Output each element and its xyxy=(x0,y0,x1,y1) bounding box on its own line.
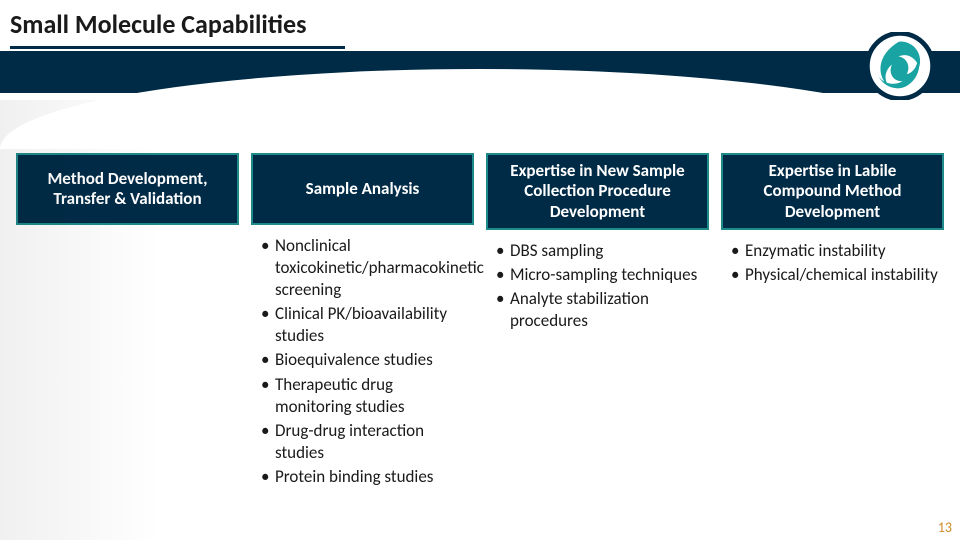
list-item: Enzymatic instability xyxy=(727,240,938,262)
header-swoosh xyxy=(0,51,960,93)
bullet-list: DBS sampling Micro-sampling techniques A… xyxy=(492,240,703,332)
column-sample-analysis: Sample Analysis Nonclinical toxicokineti… xyxy=(251,153,474,490)
column-header: Method Development, Transfer & Validatio… xyxy=(16,153,239,225)
list-item: Drug-drug interaction studies xyxy=(257,420,468,464)
company-logo-icon xyxy=(866,32,934,100)
list-item: Clinical PK/bioavailability studies xyxy=(257,303,468,347)
list-item: Bioequivalence studies xyxy=(257,349,468,371)
page-number: 13 xyxy=(938,519,952,536)
list-item: DBS sampling xyxy=(492,240,703,262)
list-item: Protein binding studies xyxy=(257,466,468,488)
column-sample-collection: Expertise in New Sample Collection Proce… xyxy=(486,153,709,490)
column-method-development: Method Development, Transfer & Validatio… xyxy=(16,153,239,490)
bullet-list: Nonclinical toxicokinetic/pharmacokineti… xyxy=(257,235,468,488)
list-item: Analyte stabilization procedures xyxy=(492,288,703,332)
columns-container: Method Development, Transfer & Validatio… xyxy=(0,93,960,490)
column-body: Enzymatic instability Physical/chemical … xyxy=(721,230,944,286)
column-body: DBS sampling Micro-sampling techniques A… xyxy=(486,230,709,332)
bullet-list: Enzymatic instability Physical/chemical … xyxy=(727,240,938,286)
column-labile-compound: Expertise in Labile Compound Method Deve… xyxy=(721,153,944,490)
column-header: Expertise in Labile Compound Method Deve… xyxy=(721,153,944,230)
page-title: Small Molecule Capabilities xyxy=(0,0,960,46)
column-body xyxy=(16,225,239,235)
title-underline xyxy=(10,46,345,49)
list-item: Nonclinical toxicokinetic/pharmacokineti… xyxy=(257,235,468,301)
column-header: Sample Analysis xyxy=(251,153,474,225)
list-item: Micro-sampling techniques xyxy=(492,264,703,286)
list-item: Therapeutic drug monitoring studies xyxy=(257,374,468,418)
list-item: Physical/chemical instability xyxy=(727,264,938,286)
column-header: Expertise in New Sample Collection Proce… xyxy=(486,153,709,230)
column-body: Nonclinical toxicokinetic/pharmacokineti… xyxy=(251,225,474,488)
